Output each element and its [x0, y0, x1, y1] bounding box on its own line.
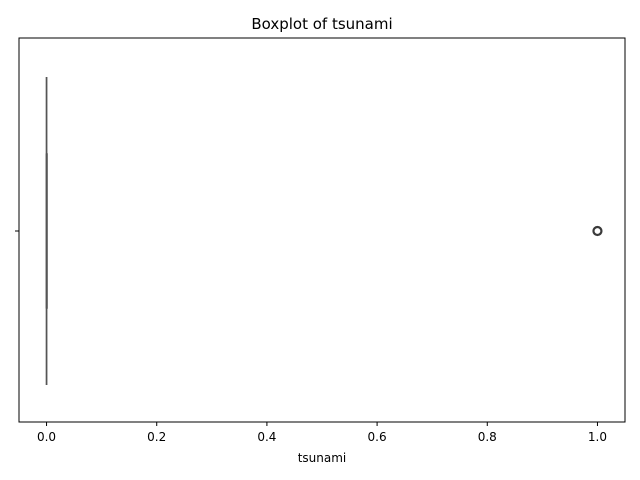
plot-frame — [18, 37, 626, 423]
x-tick-label: 0.2 — [147, 430, 166, 444]
outlier-point — [592, 225, 603, 237]
x-tick-label: 1.0 — [588, 430, 607, 444]
box-marks — [45, 77, 603, 385]
chart-title: Boxplot of tsunami — [251, 15, 392, 33]
x-tick-label: 0.4 — [257, 430, 276, 444]
x-axis-ticks: 0.0 0.2 0.4 0.6 0.8 1.0 — [37, 422, 607, 444]
x-tick-label: 0.8 — [478, 430, 497, 444]
x-tick-label: 0.0 — [37, 430, 56, 444]
x-axis-label: tsunami — [298, 451, 347, 465]
x-tick-label: 0.6 — [368, 430, 387, 444]
